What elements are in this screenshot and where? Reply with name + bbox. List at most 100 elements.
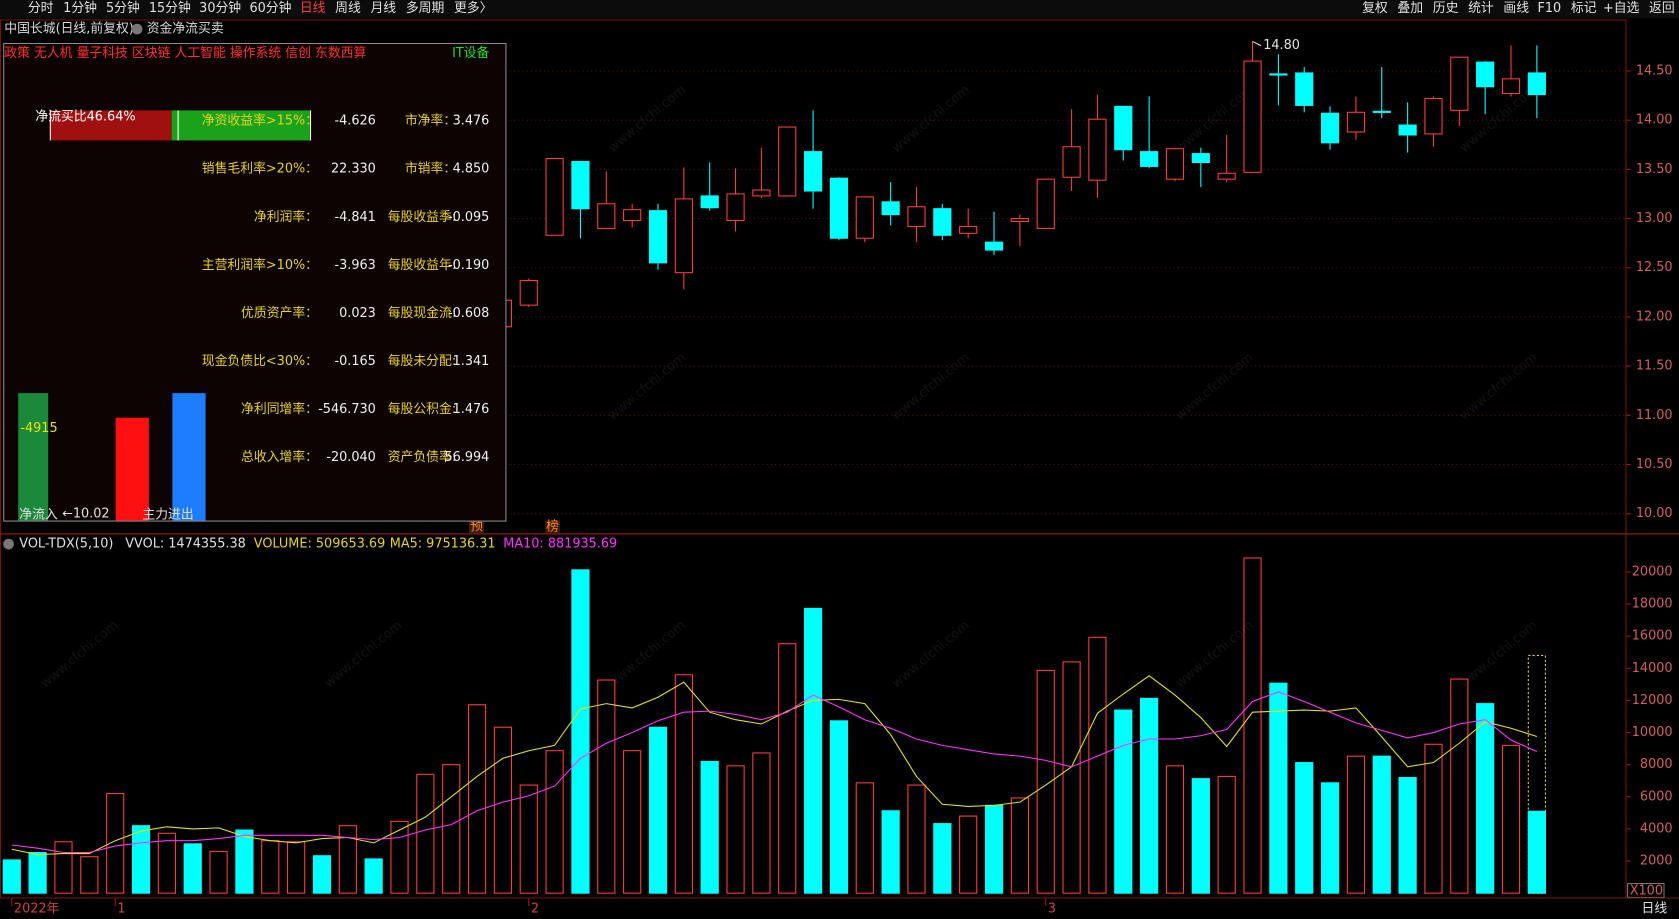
candle-body [571,160,590,210]
y-tick-label: 11.50 [1636,359,1673,374]
metric-value: -0.095 [448,210,489,225]
toolbar-tab[interactable]: 月线 [370,1,396,16]
toolbar-tab[interactable]: 日线 [300,1,326,16]
volume-bar [881,810,900,894]
y-tick-label: 12000 [1632,693,1673,708]
toolbar-tab[interactable]: 15分钟 [149,0,191,16]
header-icon [3,538,14,550]
y-tick-label: 14.00 [1636,113,1673,128]
candle-body [907,206,926,227]
y-tick-label: 20000 [1632,564,1673,579]
volume-bar [1062,661,1081,894]
candle-body [1217,172,1236,180]
candle-body [1062,146,1081,178]
y-tick-label: 6000 [1640,789,1673,804]
toolbar-tab[interactable]: 多周期 [406,1,444,16]
x-tick-label: 3 [1048,902,1056,917]
metric-label: 每股现金流: [388,305,456,321]
toolbar-button[interactable]: F10 [1538,1,1562,16]
net-buy-bar [50,110,172,141]
volume-bar [1191,778,1210,894]
metric-label: 每股收益年: [388,257,456,273]
volume-bar [106,793,125,894]
volume-bar [1114,709,1133,894]
toolbar-tab[interactable]: 更多〉 [454,1,492,16]
volume-bar [674,674,693,894]
volume-bar [984,804,1004,894]
metric-value: -546.730 [318,402,376,417]
y-tick-label: 12.00 [1636,309,1673,324]
toolbar-button[interactable]: 返回 [1649,1,1675,16]
volume-bar [597,679,616,894]
candle-body [1010,218,1029,223]
marker-box [469,520,484,534]
volume-bar [287,841,306,894]
toolbar-button[interactable]: +自选 [1603,1,1640,16]
metric-label: 每股收益季: [388,209,456,225]
volume-bar [1036,669,1055,894]
metric-label: 每股公积金: [388,401,456,417]
volume-bar [209,850,228,894]
toolbar-button[interactable]: 复权 [1362,0,1388,16]
toolbar-tab[interactable]: 1分钟 [63,0,97,16]
candle-body [1295,72,1314,106]
metric-label: 现金负债比<30%： [202,353,318,369]
toolbar-button[interactable]: 画线 [1503,1,1529,16]
toolbar-button[interactable]: 统计 [1468,1,1494,16]
metric-value: -20.040 [326,450,376,465]
y-tick-label: 10.50 [1636,457,1673,472]
indicator-icon [131,23,143,35]
y-tick-label: 18000 [1632,597,1673,612]
toolbar-tab[interactable]: 分时 [28,1,54,16]
toolbar-button[interactable]: 叠加 [1397,1,1423,16]
volume-bar [855,782,874,894]
volume-bar [235,829,254,894]
toolbar-tab[interactable]: 60分钟 [249,0,291,16]
volume-bar [442,764,461,894]
metric-label: 销售毛利率>20%： [202,161,318,177]
volume-bar [54,841,73,894]
candle-body [829,177,849,239]
net-buy-label: 净流买比46.64% [35,109,135,124]
ma-line [11,691,1538,854]
volume-bar [1372,755,1391,894]
toolbar-tab[interactable]: 30分钟 [199,0,241,16]
volume-bar [1269,682,1288,894]
volume-bar [623,750,642,894]
y-tick-label: 14.50 [1636,63,1673,78]
toolbar-tab[interactable]: 周线 [335,1,361,16]
volume-bar [571,569,590,894]
y-tick-label: 10000 [1632,725,1673,740]
candle-body [1501,78,1521,95]
volume-bar [829,720,849,894]
unit-label: X100 [1630,884,1663,899]
y-tick-label: 2000 [1640,854,1673,869]
candle-body [1476,61,1495,88]
toolbar-tab[interactable]: 5分钟 [106,0,140,16]
candle-body [959,225,978,234]
volume-bar [312,855,332,894]
x-tick-label: 2022年 [14,902,60,917]
toolbar-button[interactable]: 标记 [1571,1,1597,16]
candle-body [855,196,874,239]
toolbar-button[interactable]: 历史 [1433,1,1459,16]
volume-bar [1450,678,1469,894]
candle-body [984,241,1004,251]
candle-body [623,209,642,222]
candle-body [933,208,952,236]
flow-bar [172,393,206,521]
metric-value: -4.626 [334,114,375,129]
metric-label: 净利润率： [254,209,318,225]
candle-body [1191,153,1210,164]
stock-title: 中国长城(日线,前复权) [4,21,134,37]
flow-value: -4915 [20,421,57,436]
candle-body [881,201,900,216]
max-pointer [1252,40,1262,47]
volume-bar [80,856,99,894]
candle-body [1527,72,1546,96]
volume-bar [1165,765,1185,894]
volume-bar [338,825,357,894]
volume-bar [1088,636,1107,894]
